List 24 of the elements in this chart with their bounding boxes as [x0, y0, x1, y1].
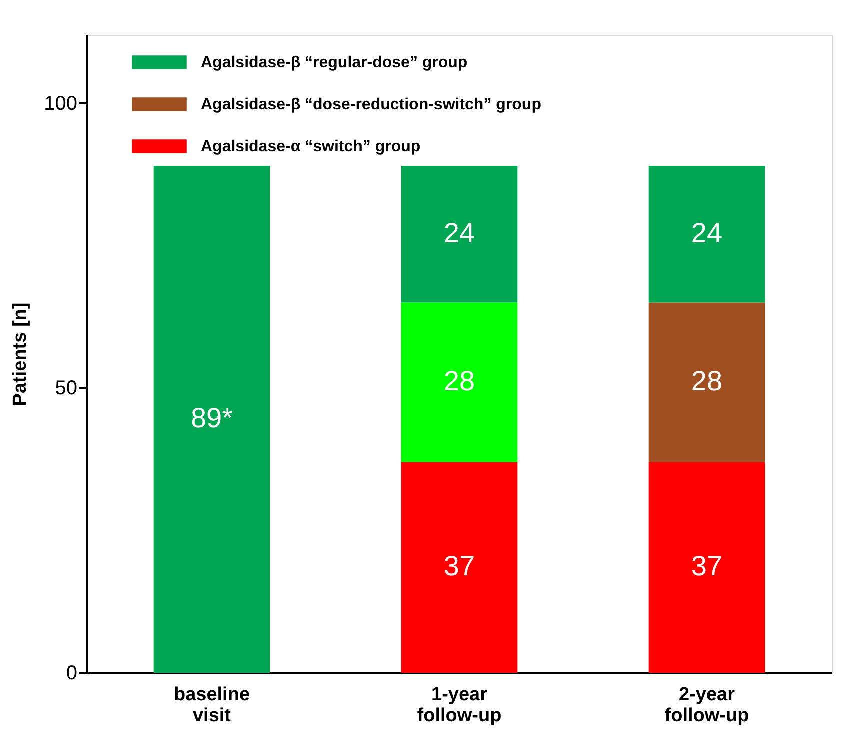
- legend-label: Agalsidase-β “regular-dose” group: [201, 54, 468, 72]
- bar: [401, 462, 518, 673]
- data-label: 37: [444, 550, 476, 582]
- bar: [154, 166, 270, 673]
- x-tick-label: 1-year follow-up: [417, 684, 502, 726]
- legend-label: Agalsidase-α “switch” group: [201, 138, 421, 156]
- bar: [401, 302, 518, 462]
- y-axis-title: Patients [n]: [10, 302, 32, 406]
- bar: [648, 166, 766, 303]
- x-tick-label: 2-year follow-up: [664, 684, 750, 726]
- data-label: 28: [444, 365, 476, 396]
- data-label: 28: [691, 365, 723, 396]
- legend-label: Agalsidase-β “dose-reduction-switch” group: [201, 96, 542, 114]
- data-label: 37: [691, 550, 723, 582]
- bar: [401, 166, 518, 303]
- data-label: 89*: [190, 402, 234, 434]
- data-label: 24: [691, 217, 723, 248]
- y-tick-label: 0: [66, 662, 78, 684]
- data-label: 24: [444, 217, 476, 248]
- x-tick-label: baseline visit: [174, 684, 250, 726]
- bar: [648, 462, 766, 673]
- bar: [648, 302, 766, 462]
- y-tick-label: 100: [44, 92, 78, 115]
- y-tick-label: 50: [55, 378, 78, 400]
